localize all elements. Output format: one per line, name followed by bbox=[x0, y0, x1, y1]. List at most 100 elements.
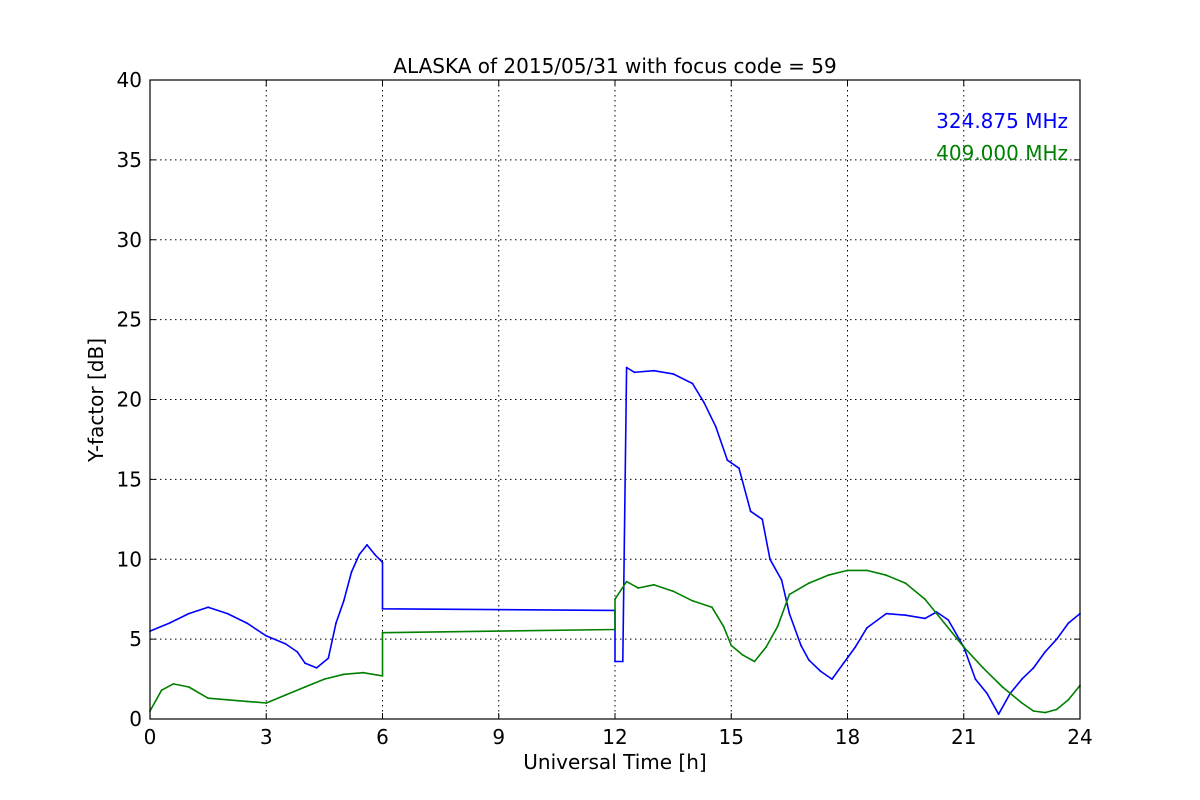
data-point bbox=[633, 371, 636, 374]
data-point bbox=[381, 607, 384, 610]
x-tick-label: 3 bbox=[260, 725, 273, 749]
data-point bbox=[765, 646, 767, 648]
data-point bbox=[246, 622, 248, 624]
data-point bbox=[350, 571, 353, 573]
data-point bbox=[854, 646, 857, 648]
data-point bbox=[1021, 702, 1023, 704]
data-point bbox=[172, 683, 175, 685]
legend: 324.875 MHz 409.000 MHz bbox=[936, 109, 1068, 165]
data-point bbox=[846, 569, 849, 572]
data-point bbox=[207, 606, 210, 609]
data-point bbox=[780, 579, 783, 581]
x-tick-label: 9 bbox=[492, 725, 505, 749]
data-point bbox=[187, 686, 190, 688]
data-point bbox=[1055, 708, 1058, 711]
data-point bbox=[807, 582, 810, 585]
data-point bbox=[284, 694, 287, 696]
data-point bbox=[1044, 651, 1046, 653]
data-point bbox=[1067, 698, 1070, 701]
data-point bbox=[226, 698, 229, 701]
data-point bbox=[672, 590, 674, 593]
data-point bbox=[749, 510, 752, 513]
data-point bbox=[168, 622, 171, 624]
data-point bbox=[614, 628, 616, 631]
data-point bbox=[742, 654, 744, 656]
data-point bbox=[381, 675, 384, 677]
data-point bbox=[776, 625, 779, 628]
data-point bbox=[1032, 667, 1035, 669]
data-point bbox=[381, 631, 384, 634]
data-point bbox=[637, 587, 640, 589]
series-layer bbox=[149, 366, 1081, 716]
y-tick-label: 35 bbox=[117, 148, 142, 172]
data-point bbox=[304, 662, 306, 664]
y-tick-label: 10 bbox=[117, 547, 142, 571]
data-point bbox=[226, 612, 229, 615]
series-line-0 bbox=[149, 366, 1081, 716]
data-point bbox=[1001, 686, 1004, 688]
data-point bbox=[1067, 622, 1070, 624]
y-tick-label: 20 bbox=[117, 388, 142, 412]
tick-labels: 0 3 6 9 12 15 18 21 24 0 5 10 15 20 25 30 35 40 bbox=[117, 68, 1093, 749]
y-tick-label: 30 bbox=[117, 228, 142, 252]
legend-entry-0: 324.875 MHz bbox=[936, 109, 1068, 133]
data-point bbox=[788, 593, 791, 596]
data-point bbox=[982, 667, 984, 669]
legend-entry-1: 409.000 MHz bbox=[936, 141, 1068, 165]
data-point bbox=[1044, 711, 1046, 714]
data-point bbox=[769, 558, 771, 561]
x-tick-label: 15 bbox=[719, 725, 744, 749]
data-point bbox=[366, 544, 368, 546]
data-point bbox=[904, 614, 907, 617]
data-point bbox=[738, 467, 740, 470]
x-tick-label: 12 bbox=[602, 725, 627, 749]
data-point bbox=[187, 612, 190, 615]
data-point bbox=[1055, 638, 1058, 640]
data-point bbox=[1032, 710, 1035, 712]
data-point bbox=[827, 574, 829, 577]
data-point bbox=[753, 660, 756, 663]
data-point bbox=[866, 627, 868, 629]
x-tick-label: 24 bbox=[1067, 725, 1092, 749]
data-point bbox=[672, 373, 674, 375]
data-point bbox=[924, 598, 926, 601]
data-point bbox=[246, 700, 248, 703]
data-point bbox=[924, 617, 926, 620]
data-point bbox=[691, 382, 694, 385]
data-point bbox=[265, 702, 268, 704]
data-point bbox=[323, 678, 326, 680]
data-point bbox=[614, 598, 616, 601]
y-axis-label: Y-factor [dB] bbox=[84, 338, 108, 463]
data-point bbox=[904, 582, 907, 585]
data-point bbox=[335, 622, 337, 624]
data-point bbox=[625, 366, 628, 369]
y-tick-label: 25 bbox=[117, 308, 142, 332]
y-tick-label: 0 bbox=[129, 707, 142, 731]
data-point bbox=[788, 612, 791, 615]
data-point bbox=[761, 518, 764, 521]
data-point bbox=[342, 673, 345, 676]
data-point bbox=[866, 569, 868, 572]
data-point bbox=[621, 660, 624, 663]
data-point bbox=[284, 643, 287, 645]
data-point bbox=[943, 622, 946, 624]
data-point bbox=[800, 644, 802, 647]
chart-title: ALASKA of 2015/05/31 with focus code = 5… bbox=[393, 54, 836, 78]
data-point bbox=[819, 670, 822, 672]
x-tick-label: 6 bbox=[376, 725, 389, 749]
data-point bbox=[358, 553, 361, 556]
x-tick-label: 21 bbox=[951, 725, 976, 749]
y-tick-label: 5 bbox=[129, 627, 142, 651]
data-point bbox=[730, 644, 733, 647]
data-point bbox=[304, 686, 306, 688]
data-point bbox=[362, 671, 364, 674]
data-point bbox=[652, 583, 655, 586]
data-point bbox=[962, 646, 965, 648]
data-point bbox=[1021, 678, 1023, 680]
data-point bbox=[296, 651, 299, 653]
data-point bbox=[842, 662, 845, 664]
data-point bbox=[885, 612, 888, 615]
data-point bbox=[807, 659, 810, 661]
data-point bbox=[831, 678, 833, 680]
